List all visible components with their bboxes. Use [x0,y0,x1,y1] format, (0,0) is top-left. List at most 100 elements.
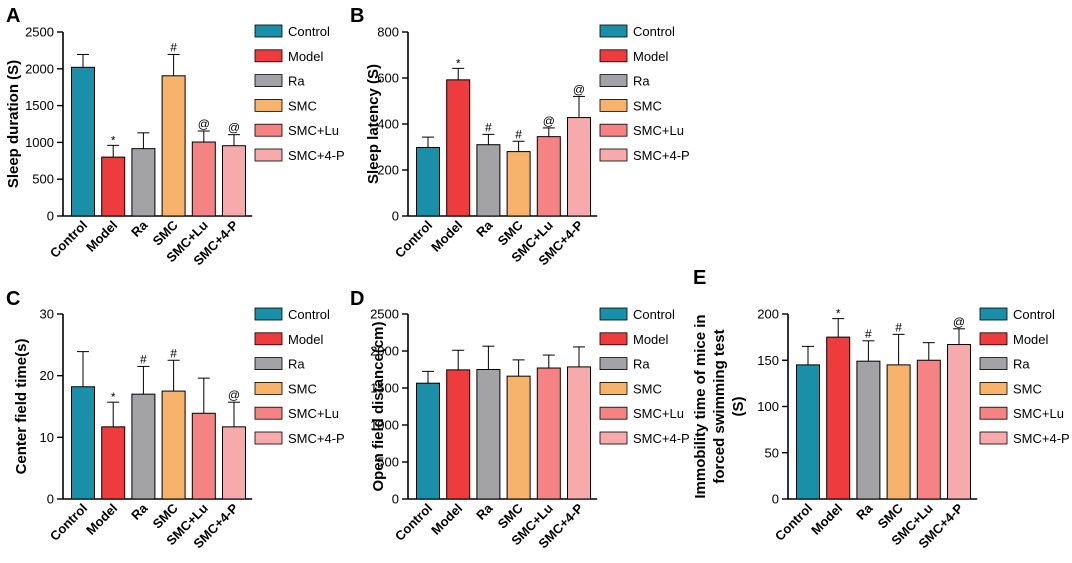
chart-panel-e: E 0 50 100 150 200 Immobility time of mice in f… [692,267,1070,551]
legend-label: SMC+Lu [288,406,339,421]
legend-swatch [979,332,1008,346]
legend-label: SMC+4-P [288,148,345,163]
bar-control [71,386,95,500]
legend-swatch [599,24,628,38]
bar-smc-4-p [222,426,246,500]
legend-label: Ra [633,357,650,372]
bar-ra [856,360,881,500]
bar-smc [506,151,531,217]
x-tick-label: Control [47,218,90,261]
bar-smc-4-p [222,145,246,217]
legend-swatch [599,307,628,321]
legend-label: Model [288,49,324,64]
x-tick-label: Ra [128,217,151,240]
bar-control [71,66,95,217]
legend-label: Control [633,24,675,39]
significance-mark: @ [953,315,965,329]
panel-label: B [350,5,364,27]
y-tick-label: 0 [47,209,54,224]
chart-panel-a: A 0 500 1000 1500 2000 2500 Sleep duration (S) C… [5,5,345,268]
legend-swatch [254,123,283,137]
x-tick-label: Control [392,218,435,261]
significance-mark: * [836,307,841,321]
x-tick-label: Model [83,501,120,538]
y-tick-label: 0 [772,492,779,507]
y-tick-label: 50 [765,445,779,460]
legend-label: SMC [288,98,317,113]
y-tick-label: 2000 [25,61,54,76]
bar-smc-lu [536,367,561,500]
significance-mark: * [456,56,461,70]
y-tick-label: 800 [377,25,399,40]
significance-mark: # [485,120,492,134]
legend-label: Ra [633,74,650,89]
x-tick-label: Model [428,218,465,255]
significance-mark: # [170,346,177,360]
bar-smc-lu [191,141,216,217]
legend-swatch [979,381,1008,395]
significance-mark: # [895,320,902,334]
legend-label: SMC [633,381,662,396]
significance-mark: * [111,133,116,147]
bar-smc [506,375,531,500]
y-axis-title: Sleep latency (S) [365,64,382,184]
legend-label: Ra [288,357,305,372]
legend-label: Control [633,307,675,322]
significance-mark: @ [573,82,585,96]
chart-panel-b: B 0 200 400 600 800 Sleep latency (S) Control * M… [350,5,690,268]
legend-swatch [254,99,283,112]
bar-ra [131,393,156,500]
legend-swatch [599,99,628,112]
legend-swatch [599,381,628,395]
legend-swatch [979,406,1008,420]
legend-swatch [599,406,628,420]
legend-label: Control [288,24,330,39]
significance-mark: * [111,390,116,404]
legend-swatch [254,49,283,63]
legend-swatch [599,74,628,87]
bar-smc-4-p [567,117,591,217]
legend-swatch [979,357,1008,371]
y-axis-title: Open field distance(cm) [370,321,387,491]
y-tick-label: 600 [377,71,399,86]
legend-swatch [254,307,283,321]
legend-label: Model [1013,332,1049,347]
panel-label: D [350,288,364,310]
bar-control [416,382,440,500]
y-axis-title: (S) [730,397,747,417]
panel-label: A [6,5,20,27]
bar-smc-lu [916,359,941,500]
y-tick-label: 30 [40,307,54,322]
y-tick-label: 200 [377,163,399,178]
significance-mark: @ [198,117,210,131]
legend-label: SMC+4-P [633,148,690,163]
y-tick-label: 1500 [25,98,54,113]
legend-swatch [254,381,283,395]
y-axis-title: Immobility time of mice in [692,314,709,498]
y-tick-label: 1000 [25,135,54,150]
legend-label: SMC [1013,381,1042,396]
significance-mark: @ [543,114,555,128]
legend-swatch [254,24,283,38]
legend-label: SMC+Lu [1013,406,1064,421]
x-tick-label: Model [83,218,120,255]
bar-model [446,369,471,500]
legend-swatch [979,431,1008,445]
legend-label: Model [633,332,669,347]
legend-label: Model [288,332,324,347]
y-axis-title: forced swimming test [711,329,728,483]
significance-mark: @ [228,121,240,135]
significance-mark: # [170,40,177,54]
legend-swatch [254,431,283,445]
y-tick-label: 2000 [370,344,399,359]
legend-label: Ra [1013,357,1030,372]
bar-smc [161,75,186,217]
legend-swatch [254,332,283,346]
y-axis-title: Sleep duration (S) [5,60,22,188]
bar-smc-4-p [947,344,971,500]
y-tick-label: 10 [40,430,54,445]
legend-label: SMC+Lu [633,123,684,138]
legend-label: SMC+4-P [633,431,690,446]
y-tick-label: 0 [392,492,399,507]
